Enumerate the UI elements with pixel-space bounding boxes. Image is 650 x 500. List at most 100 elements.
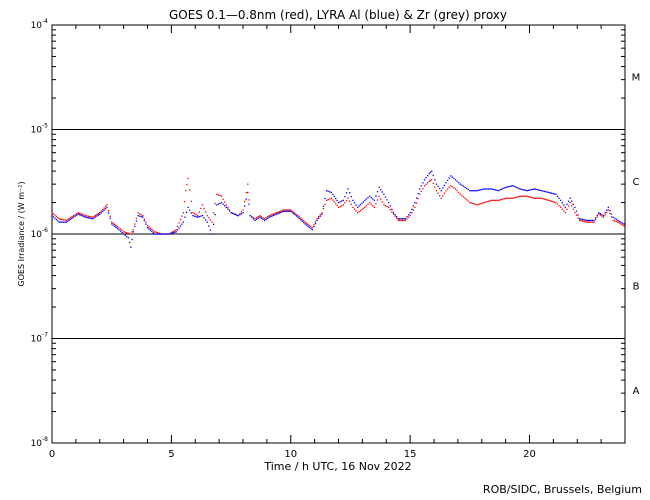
data-point [164, 233, 166, 235]
data-point [352, 206, 354, 209]
data-point [310, 225, 312, 228]
data-point [151, 228, 153, 231]
data-point [93, 215, 95, 217]
data-point [83, 215, 85, 218]
data-point [274, 212, 276, 214]
data-point [103, 207, 105, 209]
data-point [313, 225, 315, 228]
data-point [209, 219, 212, 221]
data-point [243, 200, 246, 203]
data-point [598, 213, 600, 215]
data-point [450, 185, 452, 187]
data-point [581, 220, 584, 222]
data-point [417, 192, 419, 195]
data-point [432, 174, 434, 177]
data-point [407, 216, 410, 218]
data-point [99, 212, 101, 214]
data-point [545, 191, 547, 193]
data-point [301, 218, 303, 221]
flare-class-label: C [633, 177, 640, 188]
data-point [59, 221, 62, 223]
data-point [464, 197, 466, 199]
data-point [142, 214, 144, 217]
data-point [594, 217, 597, 219]
data-point [556, 203, 559, 205]
data-point [65, 219, 68, 222]
data-point [97, 214, 100, 216]
data-point [134, 225, 136, 228]
data-point [209, 229, 212, 231]
data-point [280, 210, 282, 212]
data-point [406, 216, 408, 218]
data-point [247, 183, 249, 185]
data-point [252, 218, 255, 220]
data-point [67, 220, 69, 222]
data-point [610, 213, 613, 215]
data-point [529, 189, 531, 191]
data-point [533, 197, 535, 199]
series-0 [51, 177, 625, 235]
data-point [300, 217, 302, 219]
data-point [494, 189, 497, 191]
data-point [113, 225, 116, 227]
data-point [581, 218, 584, 221]
data-point [350, 203, 352, 205]
data-point [156, 233, 159, 235]
data-point [474, 203, 477, 206]
data-point [601, 215, 603, 217]
data-point [106, 204, 108, 206]
data-point [284, 209, 286, 211]
data-point [217, 203, 220, 205]
data-point [394, 215, 396, 217]
data-point [126, 235, 128, 238]
data-point [567, 205, 570, 207]
data-point [227, 208, 229, 210]
data-point [62, 221, 65, 223]
data-point [361, 208, 363, 211]
data-point [584, 221, 587, 223]
data-point [330, 191, 333, 194]
data-point [220, 201, 223, 204]
data-point [290, 210, 292, 212]
data-point [493, 189, 495, 191]
data-point [193, 213, 196, 215]
data-point [349, 200, 351, 202]
data-point [517, 196, 520, 198]
data-point [606, 209, 608, 211]
data-point [247, 191, 249, 194]
data-point [257, 216, 259, 218]
data-point [234, 213, 237, 216]
data-point [84, 216, 87, 218]
data-point [388, 206, 390, 209]
data-point [502, 188, 504, 190]
data-point [67, 218, 69, 221]
data-point [321, 212, 323, 214]
data-point [451, 186, 454, 188]
data-point [476, 190, 478, 192]
data-point [316, 219, 318, 222]
data-point [473, 190, 475, 192]
data-point [285, 209, 288, 211]
data-point [322, 205, 325, 207]
data-point [432, 182, 434, 185]
data-point [591, 221, 594, 223]
data-point [558, 197, 560, 200]
data-point [325, 199, 328, 202]
data-point [225, 206, 227, 209]
data-point [526, 190, 528, 192]
data-point [102, 208, 104, 211]
data-point [615, 218, 617, 220]
data-point [383, 204, 385, 206]
data-point [489, 200, 491, 202]
data-point [532, 197, 534, 199]
data-point [94, 214, 97, 217]
flare-class-label: A [633, 386, 640, 397]
data-point [77, 213, 79, 215]
data-point [335, 203, 337, 205]
data-point [187, 206, 189, 209]
data-point [438, 187, 441, 190]
data-point [263, 219, 266, 222]
data-point [174, 229, 176, 232]
data-point [190, 212, 192, 214]
data-point [300, 219, 302, 221]
